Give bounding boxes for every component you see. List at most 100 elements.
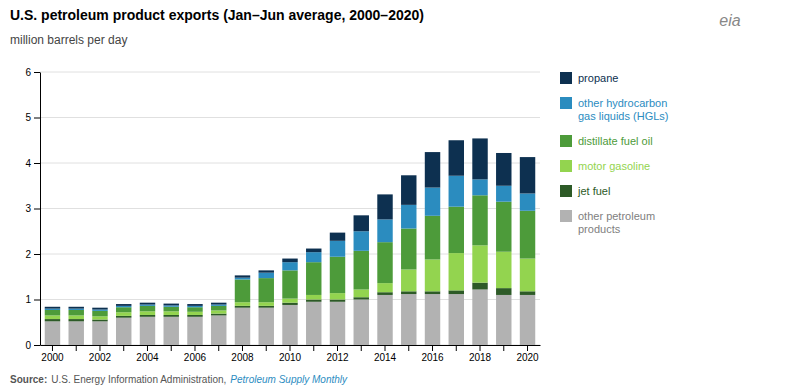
bar [211, 305, 226, 306]
bar [377, 242, 392, 283]
tick: 1 [25, 294, 40, 305]
bar [425, 259, 440, 291]
bar [211, 315, 226, 345]
bar [401, 294, 416, 345]
bar [496, 252, 511, 288]
bar [282, 305, 297, 345]
bar [354, 300, 369, 346]
tick-mark [76, 345, 77, 351]
bar [377, 219, 392, 242]
bar [211, 314, 226, 316]
tick: 2014 [374, 345, 397, 363]
bar [472, 245, 487, 282]
bar [259, 273, 274, 278]
tick-mark [385, 345, 386, 351]
tick-mark [34, 118, 40, 119]
bar-series [45, 176, 535, 311]
legend-swatch [560, 160, 572, 172]
legend-label: other hydrocarbongas liquids (HGLs) [578, 97, 668, 122]
bar-series [45, 138, 535, 309]
tick-mark [194, 345, 195, 351]
tick-mark [242, 345, 243, 351]
tick [171, 345, 172, 351]
bar [306, 295, 321, 300]
bar [377, 295, 392, 345]
tick: 2020 [516, 345, 539, 363]
bar [92, 308, 107, 310]
tick [123, 345, 124, 351]
tick-mark [34, 300, 40, 301]
bar [425, 216, 440, 260]
title: U.S. petroleum product exports (Jan–Jun … [10, 7, 424, 23]
bar [116, 307, 131, 312]
legend-swatch [560, 185, 572, 197]
bar [235, 275, 250, 277]
bar [45, 315, 60, 319]
bar [116, 316, 131, 318]
tick-mark [34, 209, 40, 210]
bar [259, 308, 274, 345]
tick: 6 [25, 67, 40, 78]
tick-mark [52, 345, 53, 351]
bar [330, 302, 345, 345]
tick [266, 345, 267, 351]
tick-mark [34, 72, 40, 73]
legend-item: propane [560, 72, 618, 84]
bar [235, 278, 250, 280]
bar [45, 319, 60, 321]
bar [282, 262, 297, 270]
tick-label: 2018 [469, 352, 492, 363]
y-axis: 0123456 [25, 67, 40, 351]
bar [164, 311, 179, 315]
bar [401, 229, 416, 270]
bar [425, 294, 440, 345]
bar [496, 153, 511, 186]
tick-mark [99, 345, 100, 351]
bar [140, 317, 155, 345]
bar [401, 205, 416, 229]
legend-item: jet fuel [560, 185, 610, 197]
bar [377, 292, 392, 295]
bar [259, 270, 274, 272]
legend: propane other hydrocarbongas liquids (HGL… [560, 72, 668, 235]
tick: 2000 [41, 345, 64, 363]
tick [313, 345, 314, 351]
bar [164, 317, 179, 345]
tick [361, 345, 362, 351]
tick-mark [34, 254, 40, 255]
tick-label: 3 [25, 203, 31, 214]
tick: 2018 [469, 345, 492, 363]
bar [45, 321, 60, 345]
bar [520, 259, 535, 292]
bar [330, 241, 345, 257]
tick [218, 345, 219, 351]
bar [449, 176, 464, 207]
plot-area: 0123456200020022004200620082010201220142… [25, 67, 540, 363]
legend-item: distillate fuel oil [560, 135, 653, 147]
x-axis: 2000200220042006200820102012201420162018… [41, 345, 541, 363]
tick-label: 2012 [326, 352, 349, 363]
bar [496, 186, 511, 202]
legend-label: motor gasoline [578, 160, 650, 172]
bar [116, 306, 131, 307]
bar [354, 231, 369, 251]
bar [140, 306, 155, 311]
bar [306, 302, 321, 345]
tick: 2006 [184, 345, 207, 363]
logo-text: eia [719, 12, 740, 29]
tick: 0 [25, 340, 40, 351]
tick-label: 2000 [41, 352, 64, 363]
bar [187, 306, 202, 307]
tick-label: 2010 [279, 352, 302, 363]
bar [45, 310, 60, 315]
source-link: Petroleum Supply Monthly [230, 374, 348, 385]
bar [306, 300, 321, 302]
legend-swatch [560, 135, 572, 147]
legend-label: propane [578, 72, 618, 84]
bar [354, 297, 369, 299]
grid-line [40, 117, 540, 118]
tick-mark [432, 345, 433, 351]
bar [235, 279, 250, 302]
bar [69, 307, 84, 309]
bar [235, 306, 250, 308]
